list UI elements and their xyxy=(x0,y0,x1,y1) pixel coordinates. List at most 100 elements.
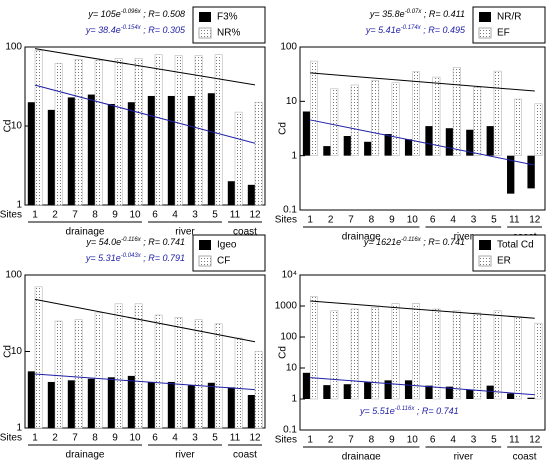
x-tick-label: 7 xyxy=(348,435,354,446)
y-axis-label: Cd xyxy=(278,122,289,135)
bar xyxy=(527,397,535,399)
x-tick-label: 9 xyxy=(389,215,395,226)
trend-line xyxy=(310,377,535,396)
x-tick-label: 2 xyxy=(52,433,58,444)
legend-swatch xyxy=(198,255,212,267)
plot-frame xyxy=(299,274,546,431)
bar xyxy=(227,181,235,205)
bar xyxy=(527,155,535,189)
group-label: drainage xyxy=(342,452,381,460)
bar xyxy=(473,312,482,400)
legend-swatch xyxy=(479,240,491,250)
equation-text: y= 38.4e xyxy=(85,25,121,35)
legend-label: ER xyxy=(497,256,511,267)
y-tick-label: 1 xyxy=(291,150,297,161)
bar xyxy=(432,76,441,156)
bar xyxy=(466,129,474,156)
bar xyxy=(350,84,359,156)
bar xyxy=(493,70,502,156)
x-tick-label: 7 xyxy=(348,215,354,226)
bar xyxy=(87,94,95,205)
bar xyxy=(174,317,183,429)
bar xyxy=(330,88,339,156)
equation-text: y= 35.8e xyxy=(369,9,405,19)
legend-label: CF xyxy=(217,256,230,267)
y-axis-label: Cd xyxy=(3,120,14,133)
bar xyxy=(174,55,183,206)
bar xyxy=(234,337,243,429)
bar xyxy=(425,126,433,156)
bar xyxy=(107,103,115,205)
x-tick-label: 7 xyxy=(72,433,78,444)
x-tick-label: 12 xyxy=(529,215,541,226)
bar xyxy=(54,63,63,206)
x-tick-label: 12 xyxy=(249,210,261,221)
bar xyxy=(384,380,392,399)
legend-label: F3% xyxy=(217,12,238,23)
group-label: river xyxy=(175,450,195,460)
legend-swatch xyxy=(198,27,212,39)
x-tick-label: 6 xyxy=(152,433,158,444)
group-label: drainage xyxy=(342,232,381,243)
equation-text: y= 5.41e xyxy=(365,25,401,35)
bar xyxy=(47,109,55,205)
x-tick-label: 3 xyxy=(192,433,198,444)
bar xyxy=(343,384,352,399)
x-tick-label: 4 xyxy=(450,215,456,226)
x-tick-label: 1 xyxy=(307,215,313,226)
x-tick-label: 11 xyxy=(230,210,241,221)
bar xyxy=(514,316,522,400)
trend-equation: y= 35.8e-0.07x ; R= 0.411 xyxy=(369,9,465,20)
bar xyxy=(391,82,400,156)
trend-line xyxy=(34,84,256,144)
y-tick-label: 100 xyxy=(280,332,297,343)
bar xyxy=(445,128,454,156)
group-label: drainage xyxy=(66,450,105,460)
bar xyxy=(134,58,143,206)
x-tick-label: 12 xyxy=(249,433,261,444)
equation-text: y= 5.31e xyxy=(85,253,121,263)
bar xyxy=(207,382,215,428)
y-tick-label: 100 xyxy=(5,42,22,53)
bar xyxy=(27,102,35,205)
bar xyxy=(330,310,339,400)
trend-line xyxy=(34,48,256,86)
x-tick-label: 11 xyxy=(509,215,520,226)
trend-equation: y= 54.0e-0.116x ; R= 0.741 xyxy=(85,237,185,248)
y-tick-label: 10 xyxy=(286,363,298,374)
equation-text: ; R= 0.495 xyxy=(421,25,466,35)
legend-swatch xyxy=(478,255,492,267)
legend-label: EF xyxy=(497,28,510,39)
bar xyxy=(34,286,43,429)
bar xyxy=(207,93,215,205)
y-tick-label: 100 xyxy=(5,270,22,281)
equation-exponent: -0.043x xyxy=(121,253,142,259)
equation-exponent: -0.096x xyxy=(121,9,142,15)
bar xyxy=(493,310,502,400)
bar xyxy=(309,60,318,156)
bar xyxy=(309,296,318,400)
trend-equation: y= 5.41e-0.174x ; R= 0.495 xyxy=(365,25,466,36)
bar xyxy=(343,136,352,156)
group-label: coast xyxy=(233,450,257,460)
bar xyxy=(67,97,75,205)
group-label: drainage xyxy=(66,227,105,238)
bar xyxy=(234,111,243,206)
x-tick-label: 5 xyxy=(212,210,218,221)
bar xyxy=(194,55,203,206)
bar xyxy=(371,80,380,156)
equation-exponent: -0.154x xyxy=(121,25,142,31)
x-tick-label: 2 xyxy=(328,215,334,226)
group-label: river xyxy=(454,232,474,243)
group-label: river xyxy=(175,227,195,238)
x-tick-label: 9 xyxy=(112,210,118,221)
bar xyxy=(114,303,123,429)
bar xyxy=(127,102,135,205)
bar xyxy=(445,386,454,399)
x-tick-label: 6 xyxy=(430,435,436,446)
y-tick-label: 1 xyxy=(291,394,297,405)
x-tick-label: 8 xyxy=(369,215,375,226)
bar xyxy=(486,126,494,156)
bar xyxy=(466,389,474,399)
